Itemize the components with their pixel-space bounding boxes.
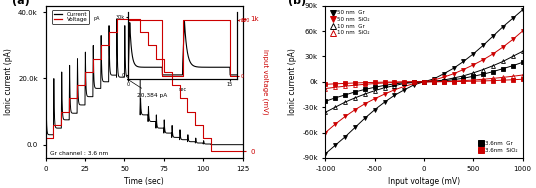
Text: Gr channel : 3.6 nm: Gr channel : 3.6 nm (50, 151, 109, 156)
Text: (b): (b) (288, 0, 306, 6)
X-axis label: Time (sec): Time (sec) (124, 177, 164, 186)
Text: (a): (a) (12, 0, 30, 6)
Legend: Current, Voltage: Current, Voltage (53, 10, 89, 24)
Y-axis label: Ionic current (pA): Ionic current (pA) (4, 48, 13, 115)
Text: 20,384 pA: 20,384 pA (128, 79, 167, 98)
X-axis label: Input voltage (mV): Input voltage (mV) (388, 177, 460, 186)
Y-axis label: Input voltage (mV): Input voltage (mV) (262, 49, 269, 115)
Y-axis label: Ionic current (pA): Ionic current (pA) (288, 48, 296, 115)
Legend: 3.6nm  Gr, 3.6nm  SiO₂: 3.6nm Gr, 3.6nm SiO₂ (478, 141, 518, 154)
Text: mV: mV (239, 18, 247, 23)
